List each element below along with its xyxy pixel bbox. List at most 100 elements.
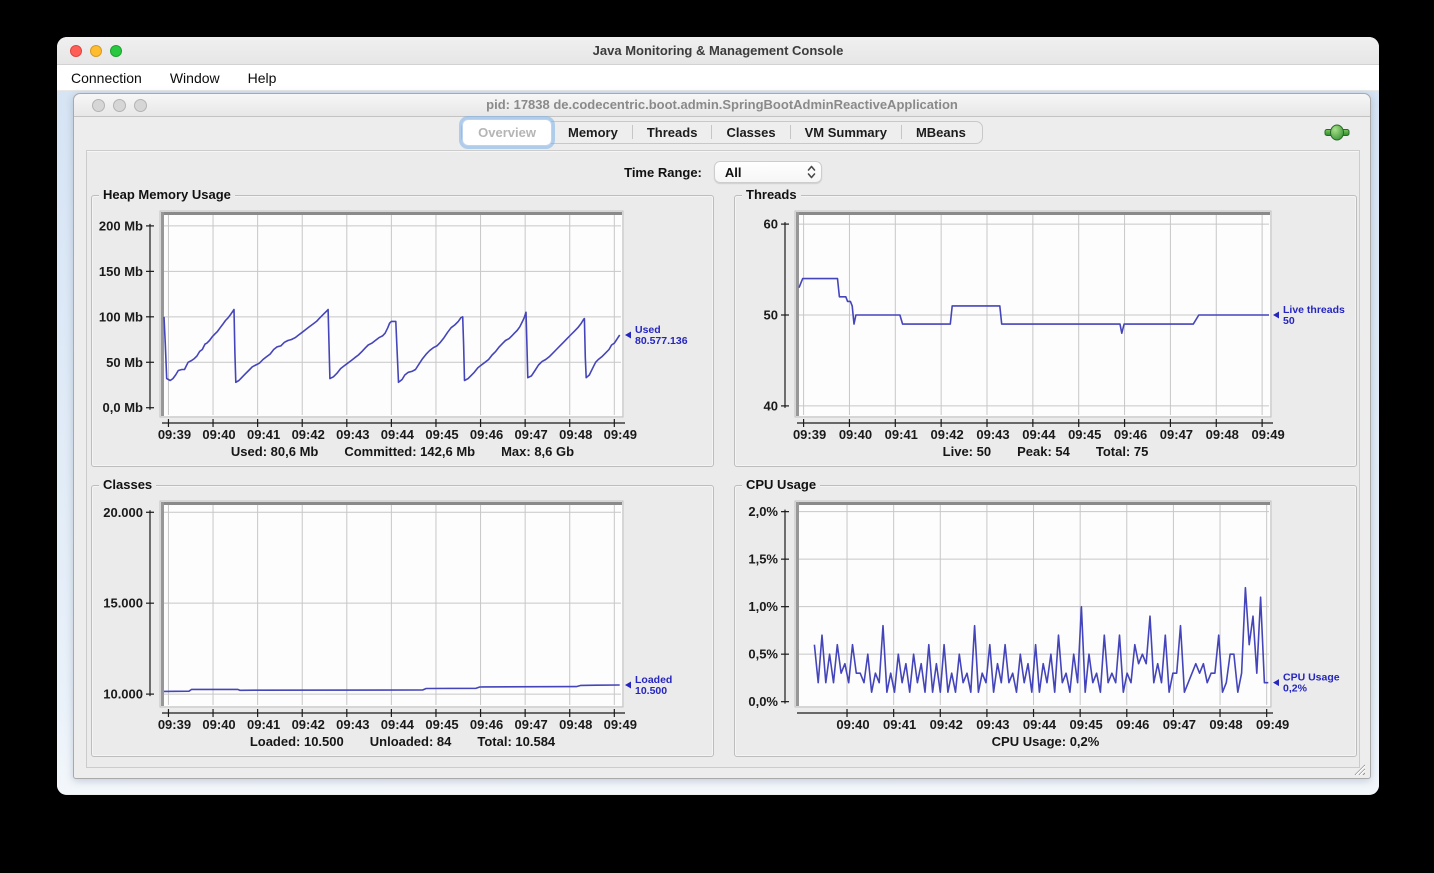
inner-minimize-button[interactable] xyxy=(113,99,126,112)
svg-text:09:40: 09:40 xyxy=(839,427,872,442)
chart-stat: Live: 50 xyxy=(942,444,992,459)
svg-text:09:47: 09:47 xyxy=(515,717,548,732)
series-label: 10.500 xyxy=(635,685,667,697)
svg-text:09:43: 09:43 xyxy=(336,717,369,732)
resize-grip[interactable] xyxy=(1352,762,1366,776)
svg-text:09:45: 09:45 xyxy=(1068,427,1101,442)
menu-window[interactable]: Window xyxy=(169,69,220,86)
svg-text:09:41: 09:41 xyxy=(883,717,916,732)
tab-classes[interactable]: Classes xyxy=(726,124,776,140)
svg-text:15.000: 15.000 xyxy=(103,596,143,611)
tab-memory[interactable]: Memory xyxy=(568,124,618,140)
time-range-select[interactable]: All xyxy=(713,161,822,183)
chart-threads: Threads 40 50 60 09:39 09:40 09:41 09:42 09:43 09… xyxy=(734,187,1357,467)
time-range-row: Time Range: All xyxy=(87,160,1359,184)
svg-text:09:44: 09:44 xyxy=(1022,427,1056,442)
chart-stat: Loaded: 10.500 xyxy=(249,734,344,749)
series-label: 0,2% xyxy=(1283,683,1308,695)
svg-text:09:41: 09:41 xyxy=(885,427,918,442)
maximize-button[interactable] xyxy=(110,45,122,57)
tab-overview[interactable]: Overview xyxy=(462,118,552,146)
chart-stat: Used: 80,6 Mb xyxy=(230,444,319,459)
svg-text:100 Mb: 100 Mb xyxy=(99,309,143,324)
tab-separator xyxy=(789,125,791,139)
connection-status-icon xyxy=(1324,124,1350,141)
close-button[interactable] xyxy=(70,45,82,57)
tab-separator xyxy=(631,125,633,139)
svg-text:200 Mb: 200 Mb xyxy=(99,218,143,233)
svg-text:09:49: 09:49 xyxy=(604,717,637,732)
svg-text:09:48: 09:48 xyxy=(559,717,592,732)
svg-text:09:46: 09:46 xyxy=(470,427,503,442)
chart-stat: Peak: 54 xyxy=(1017,444,1070,459)
svg-text:40: 40 xyxy=(764,398,778,413)
svg-text:10.000: 10.000 xyxy=(103,687,143,702)
chart-stat: Unloaded: 84 xyxy=(369,734,452,749)
svg-text:09:46: 09:46 xyxy=(1114,427,1147,442)
svg-text:60: 60 xyxy=(764,217,778,232)
svg-text:09:42: 09:42 xyxy=(930,717,963,732)
svg-text:09:49: 09:49 xyxy=(604,427,637,442)
svg-text:50 Mb: 50 Mb xyxy=(106,355,143,370)
chart-title: Heap Memory Usage xyxy=(99,187,235,202)
tab-threads[interactable]: Threads xyxy=(646,124,698,140)
series-label: 80.577.136 xyxy=(635,335,688,347)
connection-title: pid: 17838 de.codecentric.boot.admin.Spr… xyxy=(486,97,958,112)
tab-separator xyxy=(900,125,902,139)
svg-text:09:45: 09:45 xyxy=(425,717,458,732)
series-label: 50 xyxy=(1283,315,1295,327)
svg-text:09:45: 09:45 xyxy=(425,427,458,442)
svg-text:09:39: 09:39 xyxy=(793,427,826,442)
svg-text:09:44: 09:44 xyxy=(381,427,415,442)
svg-text:150 Mb: 150 Mb xyxy=(99,264,143,279)
chart-title: Threads xyxy=(742,187,801,202)
minimize-button[interactable] xyxy=(90,45,102,57)
svg-text:09:39: 09:39 xyxy=(158,717,191,732)
time-range-label: Time Range: xyxy=(624,164,702,180)
svg-text:0,5%: 0,5% xyxy=(748,647,778,662)
chart-stats: Loaded: 10.500 Unloaded: 84 Total: 10.584 xyxy=(92,734,713,749)
svg-text:09:41: 09:41 xyxy=(247,427,280,442)
svg-text:0,0%: 0,0% xyxy=(748,694,778,709)
chart-stat: Committed: 142,6 Mb xyxy=(344,444,476,459)
series-label: Live threads xyxy=(1283,304,1345,316)
chart-stats: CPU Usage: 0,2% xyxy=(735,734,1356,749)
svg-text:09:40: 09:40 xyxy=(202,717,235,732)
chart-classes: Classes 10.000 15.000 20.000 09:39 09:40 09:41… xyxy=(91,477,714,757)
desktop-pane: pid: 17838 de.codecentric.boot.admin.Spr… xyxy=(57,91,1379,794)
tab-mbeans[interactable]: MBeans xyxy=(915,124,966,140)
svg-text:2,0%: 2,0% xyxy=(748,504,778,519)
svg-text:09:44: 09:44 xyxy=(381,717,415,732)
svg-text:09:40: 09:40 xyxy=(202,427,235,442)
window-titlebar[interactable]: Java Monitoring & Management Console xyxy=(57,37,1379,65)
series-label: CPU Usage xyxy=(1283,672,1340,684)
chart-plot: 0,0% 0,5% 1,0% 1,5% 2,0% 09:40 09:41 09:42 09:43… xyxy=(748,500,1340,732)
svg-text:09:46: 09:46 xyxy=(470,717,503,732)
inner-close-button[interactable] xyxy=(92,99,105,112)
tab-bar: Overview Memory Threads Classes VM Summa… xyxy=(461,118,983,146)
chart-plot: 10.000 15.000 20.000 09:39 09:40 09:41 09:42 09… xyxy=(103,500,672,732)
svg-text:09:43: 09:43 xyxy=(976,717,1009,732)
menu-bar: Connection Window Help xyxy=(57,65,1379,91)
menu-help[interactable]: Help xyxy=(247,69,277,86)
svg-text:09:49: 09:49 xyxy=(1256,717,1289,732)
chart-stat: Total: 75 xyxy=(1095,444,1149,459)
svg-text:09:48: 09:48 xyxy=(559,427,592,442)
svg-text:09:44: 09:44 xyxy=(1023,717,1057,732)
svg-text:0,0 Mb: 0,0 Mb xyxy=(103,400,144,415)
inner-maximize-button[interactable] xyxy=(134,99,147,112)
svg-text:20.000: 20.000 xyxy=(103,505,143,520)
chart-plot: 40 50 60 09:39 09:40 09:41 09:42 09:43 09:44 09:4… xyxy=(764,210,1345,442)
chart-cpu-usage: CPU Usage 0,0% 0,5% 1,0% 1,5% 2,0% 09:40 09:41 0… xyxy=(734,477,1357,757)
svg-text:09:45: 09:45 xyxy=(1070,717,1103,732)
chart-title: Classes xyxy=(99,477,157,492)
tab-separator xyxy=(711,125,713,139)
connection-window: pid: 17838 de.codecentric.boot.admin.Spr… xyxy=(73,93,1371,779)
svg-text:09:39: 09:39 xyxy=(158,427,191,442)
chart-title: CPU Usage xyxy=(742,477,821,492)
tab-vm-summary[interactable]: VM Summary xyxy=(804,124,887,140)
menu-connection[interactable]: Connection xyxy=(71,69,142,86)
charts-grid: Heap Memory Usage 0,0 Mb 50 Mb 100 Mb 150 Mb… xyxy=(87,184,1359,757)
connection-titlebar[interactable]: pid: 17838 de.codecentric.boot.admin.Spr… xyxy=(74,94,1370,117)
